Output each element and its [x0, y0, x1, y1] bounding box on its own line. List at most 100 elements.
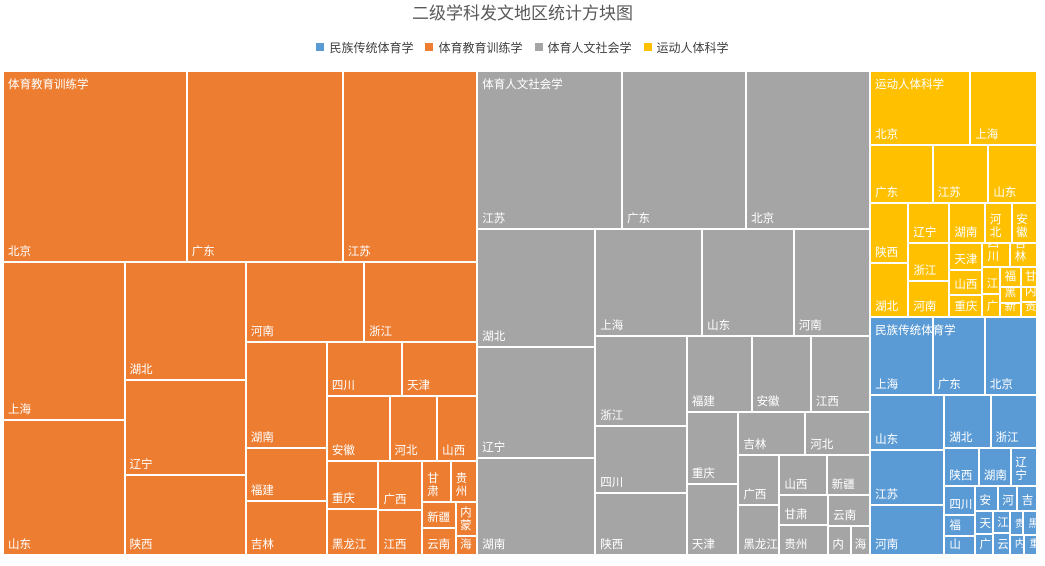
treemap-cell[interactable]: 山西 [949, 269, 983, 295]
treemap-cell[interactable]: 河北 [984, 203, 1012, 243]
treemap-cell[interactable]: 湖南 [477, 457, 596, 555]
treemap-cell[interactable]: 内蒙 [455, 501, 478, 536]
treemap-cell[interactable]: 贵 [1020, 301, 1037, 317]
treemap-cell[interactable]: 广 [982, 293, 1001, 317]
treemap-cell[interactable]: 四川 [326, 341, 403, 397]
treemap-cell[interactable]: 湖北 [477, 229, 596, 348]
treemap-cell[interactable]: 山东 [988, 144, 1037, 204]
treemap-cell[interactable]: 新 [1000, 302, 1021, 317]
treemap-cell[interactable]: 河南 [793, 229, 871, 337]
treemap-cell[interactable]: 江西 [378, 510, 423, 555]
treemap-cell[interactable]: 河北 [389, 396, 438, 462]
treemap-cell[interactable]: 内 [1020, 286, 1037, 302]
treemap-cell[interactable]: 四川 [595, 425, 687, 493]
treemap-cell[interactable]: 福建 [686, 336, 752, 413]
treemap-cell[interactable]: 湖北 [870, 263, 909, 317]
treemap-cell[interactable]: 四川 [944, 486, 976, 516]
treemap-cell[interactable]: 浙江 [595, 336, 687, 426]
treemap-cell[interactable]: 福 [944, 515, 976, 537]
treemap-cell[interactable]: 河南 [908, 280, 950, 317]
treemap-cell[interactable]: 江苏 [342, 71, 478, 263]
treemap-cell[interactable]: 江 [982, 266, 1001, 294]
treemap-cell[interactable]: 吉林 [245, 501, 327, 555]
treemap-cell[interactable]: 海 [455, 535, 478, 555]
treemap-cell[interactable]: 贵州 [779, 524, 829, 555]
treemap-cell[interactable]: 重庆 [686, 412, 739, 484]
treemap-cell[interactable]: 广东 [870, 144, 933, 204]
treemap-cell[interactable]: 湖北 [944, 395, 991, 449]
treemap-cell[interactable]: 江苏 [870, 450, 945, 506]
treemap-cell[interactable]: 四川 [982, 242, 1010, 267]
treemap-cell[interactable]: 江苏 [477, 71, 623, 230]
treemap-cell[interactable]: 河 [997, 486, 1018, 512]
treemap-cell[interactable]: 河北 [805, 412, 871, 456]
treemap-cell[interactable]: 山东 [702, 229, 794, 337]
treemap-cell[interactable]: 北京 [984, 316, 1037, 396]
treemap-cell[interactable]: 福建 [245, 447, 327, 502]
treemap-cell[interactable]: 陕西 [870, 203, 909, 264]
treemap-cell[interactable]: 上海 [970, 71, 1037, 145]
treemap-cell[interactable]: 上海 [3, 262, 125, 421]
treemap-cell[interactable]: 陕西 [595, 492, 687, 555]
treemap-cell[interactable]: 云 [993, 533, 1010, 555]
treemap-cell[interactable]: 湖南 [949, 203, 985, 243]
treemap-cell[interactable]: 甘 [1020, 266, 1037, 287]
treemap-cell[interactable]: 内 [1009, 535, 1025, 555]
treemap-cell[interactable]: 广东 [186, 71, 343, 263]
treemap-cell[interactable]: 江西 [810, 336, 871, 413]
treemap-cell[interactable]: 江 [993, 511, 1010, 534]
treemap-cell[interactable]: 北京 [3, 71, 187, 263]
treemap-cell[interactable]: 吉林 [738, 412, 806, 456]
treemap-cell[interactable]: 上海 [595, 229, 703, 337]
treemap-cell[interactable]: 新疆 [422, 501, 456, 529]
treemap-cell[interactable]: 贵州 [450, 461, 478, 502]
treemap-cell[interactable]: 广西 [378, 461, 423, 511]
treemap-cell[interactable]: 广 [975, 534, 993, 555]
treemap-cell[interactable]: 云南 [828, 494, 871, 526]
treemap-cell[interactable]: 河南 [245, 262, 365, 342]
treemap-cell[interactable]: 云南 [422, 528, 456, 555]
treemap-cell[interactable]: 安徽 [751, 336, 811, 413]
treemap-cell[interactable]: 广西 [738, 455, 780, 505]
treemap-cell[interactable]: 重庆 [949, 294, 983, 317]
treemap-cell[interactable]: 黑龙江 [326, 509, 379, 555]
treemap-cell[interactable]: 甘肃 [779, 494, 829, 525]
treemap-cell[interactable]: 黑 [1000, 286, 1021, 303]
treemap-cell[interactable]: 广东 [622, 71, 747, 230]
treemap-cell[interactable]: 辽宁 [124, 380, 246, 475]
treemap-cell[interactable]: 浙江 [990, 395, 1037, 449]
treemap-cell[interactable]: 黑龙江 [738, 505, 780, 555]
treemap-cell[interactable]: 贵 [1009, 511, 1024, 536]
treemap-cell[interactable]: 河南 [870, 505, 945, 555]
treemap-cell[interactable]: 上海 [870, 316, 933, 396]
treemap-cell[interactable]: 吉 [1017, 486, 1037, 512]
treemap-cell[interactable]: 天津 [402, 341, 478, 397]
treemap-cell[interactable]: 山 [944, 536, 976, 555]
treemap-cell[interactable]: 陕西 [124, 474, 246, 555]
treemap-cell[interactable]: 福 [1000, 266, 1021, 287]
treemap-cell[interactable]: 辽宁 [477, 347, 596, 458]
treemap-cell[interactable]: 湖北 [124, 262, 246, 381]
treemap-cell[interactable]: 广东 [932, 316, 985, 396]
treemap-cell[interactable]: 山东 [3, 420, 125, 555]
treemap-cell[interactable]: 湖南 [978, 448, 1012, 487]
treemap-cell[interactable]: 陕西 [944, 448, 979, 487]
treemap-cell[interactable]: 浙江 [364, 262, 478, 342]
treemap-cell[interactable]: 重庆 [326, 461, 379, 510]
treemap-cell[interactable]: 江苏 [932, 144, 989, 204]
treemap-cell[interactable]: 辽宁 [1011, 448, 1037, 487]
treemap-cell[interactable]: 甘肃 [422, 461, 451, 502]
treemap-cell[interactable]: 北京 [870, 71, 971, 145]
treemap-cell[interactable]: 山西 [779, 455, 827, 495]
treemap-cell[interactable]: 北京 [746, 71, 871, 230]
treemap-cell[interactable]: 黑 [1023, 511, 1037, 536]
treemap-cell[interactable]: 安徽 [326, 396, 390, 462]
treemap-cell[interactable]: 浙江 [908, 243, 950, 281]
treemap-cell[interactable]: 重 [1024, 535, 1037, 555]
treemap-cell[interactable]: 天 [975, 511, 993, 535]
treemap-cell[interactable]: 内 [828, 525, 851, 555]
treemap-cell[interactable]: 湖南 [245, 341, 327, 448]
treemap-cell[interactable]: 海 [850, 525, 871, 555]
treemap-cell[interactable]: 天津 [949, 242, 983, 270]
treemap-cell[interactable]: 辽宁 [908, 203, 950, 244]
